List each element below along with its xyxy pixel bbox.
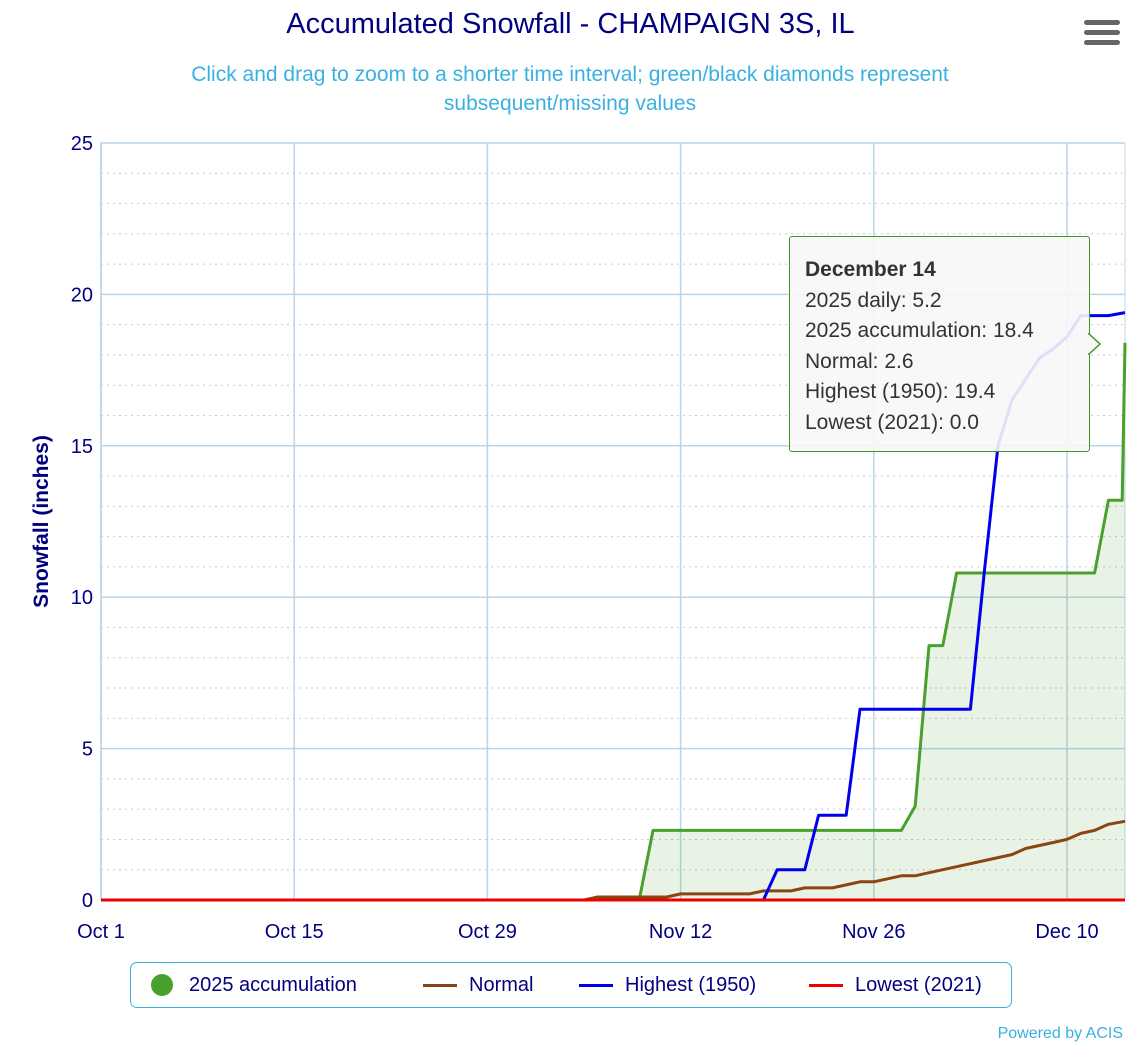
y-tick-label: 25 [71, 133, 93, 155]
y-tick-label: 15 [71, 436, 93, 458]
legend-blue-line-icon [579, 983, 613, 987]
y-tick-label: 20 [71, 284, 93, 306]
y-tick-label: 10 [71, 587, 93, 609]
series-area-2025-accumulation [101, 342, 1125, 900]
y-axis-label: Snowfall (inches) [30, 435, 53, 608]
chart-title: Accumulated Snowfall - CHAMPAIGN 3S, IL [286, 8, 855, 40]
x-tick-label: Dec 10 [1035, 921, 1098, 943]
subtitle-line-2: subsequent/missing values [443, 92, 697, 115]
legend-label: 2025 accumulation [189, 973, 357, 996]
legend-red-line-icon [809, 983, 843, 987]
series-line-normal [101, 819, 1126, 902]
tooltip-line-lowest: Lowest (2021): 0.0 [805, 410, 979, 434]
x-tick-label: Oct 29 [458, 921, 517, 943]
menu-bar [1084, 30, 1120, 35]
legend-green-circle-icon [151, 974, 173, 996]
y-tick-label: 5 [82, 739, 93, 761]
y-tick-label: 0 [82, 890, 93, 912]
tooltip-date: December 14 [805, 258, 936, 281]
chart-subtitle: Click and drag to zoom to a shorter time… [120, 60, 1020, 118]
legend-label: Normal [469, 973, 534, 996]
menu-bar [1084, 20, 1120, 25]
tooltip-pointer-icon [1088, 333, 1102, 355]
tooltip-line-normal: Normal: 2.6 [805, 349, 914, 373]
series-line-2025-accumulation [101, 342, 1127, 902]
subtitle-line-1: Click and drag to zoom to a shorter time… [191, 63, 949, 86]
legend-brown-line-icon [423, 983, 457, 987]
x-tick-label: Oct 1 [77, 921, 125, 943]
x-tick-label: Oct 15 [265, 921, 324, 943]
chart-legend: 2025 accumulation Normal Highest (1950) … [130, 962, 1012, 1008]
legend-item-highest[interactable]: Highest (1950) [579, 963, 756, 1007]
tooltip-line-daily: 2025 daily: 5.2 [805, 288, 942, 312]
legend-label: Lowest (2021) [855, 973, 982, 996]
legend-item-lowest[interactable]: Lowest (2021) [809, 963, 982, 1007]
tooltip-line-accumulation: 2025 accumulation: 18.4 [805, 319, 1034, 342]
data-tooltip: December 14 2025 daily: 5.2 2025 accumul… [789, 236, 1090, 452]
x-tick-label: Nov 12 [649, 921, 712, 943]
x-tick-label: Nov 26 [842, 921, 905, 943]
legend-item-normal[interactable]: Normal [423, 963, 533, 1007]
menu-bar [1084, 40, 1120, 45]
credits-link[interactable]: Powered by ACIS [997, 1025, 1123, 1042]
legend-label: Highest (1950) [625, 973, 757, 996]
hamburger-menu-icon[interactable] [1084, 20, 1120, 52]
tooltip-line-highest: Highest (1950): 19.4 [805, 380, 996, 403]
legend-item-2025-accumulation[interactable]: 2025 accumulation [151, 963, 357, 1007]
